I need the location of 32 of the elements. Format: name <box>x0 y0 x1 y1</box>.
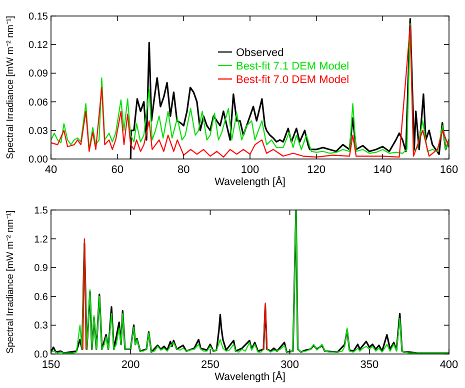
y-tick-label: 0.9 <box>34 263 48 274</box>
x-tick-label: 40 <box>44 164 58 176</box>
x-tick-label: 200 <box>121 359 140 371</box>
y-tick-label: 0.00 <box>28 154 48 166</box>
y-tick-label: 0.3 <box>34 320 48 332</box>
y-tick-label: 0.6 <box>34 292 48 303</box>
x-tick-label: 80 <box>178 164 190 176</box>
x-tick-label: 140 <box>373 164 392 176</box>
legend-label: Best-fit 7.0 DEM Model <box>236 74 350 86</box>
x-tick-label: 160 <box>440 164 458 176</box>
legend-label: Observed <box>236 46 284 59</box>
y-tick-label: 0.0 <box>34 350 48 360</box>
y-tick-label: 0.03 <box>28 126 48 137</box>
x-tick-label: 300 <box>280 359 299 371</box>
y-axis-title: Spectral Irradiance [mW m⁻² nm⁻¹] <box>5 16 16 160</box>
x-tick-label: 150 <box>42 359 60 371</box>
x-tick-label: 60 <box>111 164 124 176</box>
x-tick-label: 350 <box>360 359 379 371</box>
x-axis-title: Wavelength [Å] <box>214 175 286 188</box>
y-tick-label: 0.06 <box>28 97 48 108</box>
y-tick-label: 0.15 <box>28 12 48 22</box>
y-tick-label: 1.2 <box>34 234 48 246</box>
x-tick-label: 100 <box>240 164 260 176</box>
y-axis-title: Spectral Irradiance [mW m⁻² nm⁻¹] <box>5 210 16 354</box>
y-tick-label: 1.5 <box>34 206 48 216</box>
legend-label: Best-fit 7.1 DEM Model <box>236 60 350 72</box>
x-axis-title: Wavelength [Å] <box>214 370 286 383</box>
x-tick-label: 120 <box>307 164 326 176</box>
x-tick-label: 250 <box>201 359 220 371</box>
y-tick-label: 0.09 <box>28 68 48 80</box>
x-tick-label: 400 <box>440 359 458 371</box>
y-tick-label: 0.12 <box>28 40 48 52</box>
